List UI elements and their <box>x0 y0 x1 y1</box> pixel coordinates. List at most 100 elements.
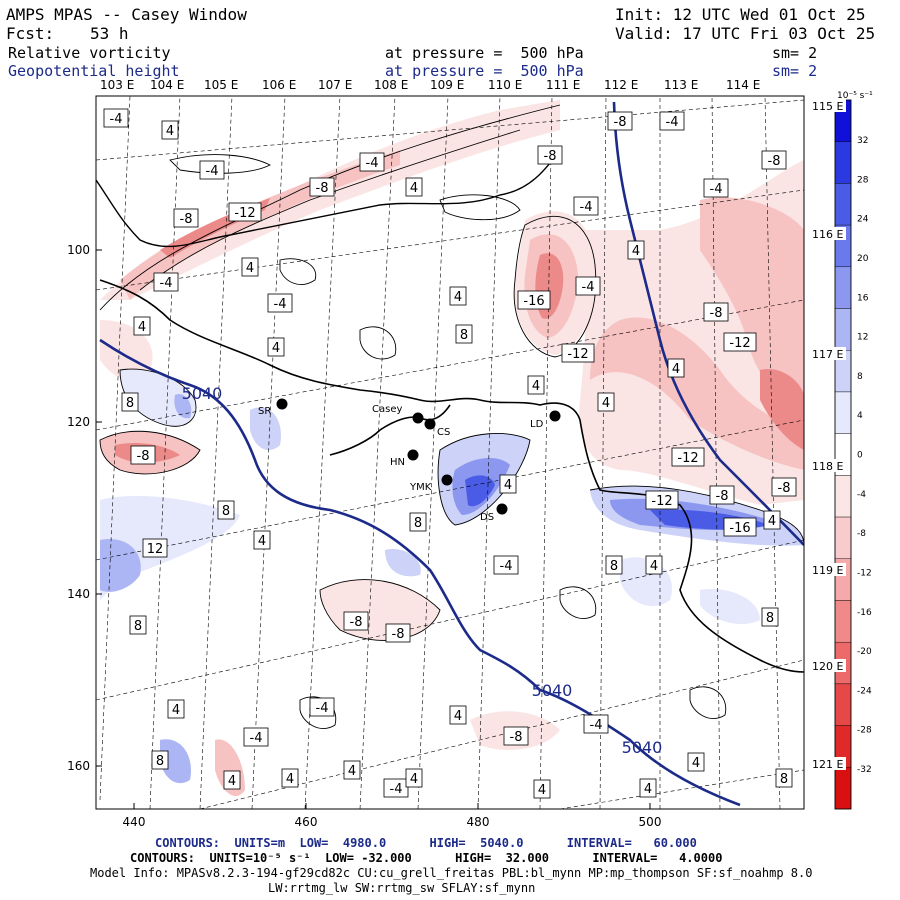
field2-smoothing: sm= 2 <box>772 62 818 80</box>
svg-text:4: 4 <box>538 783 546 798</box>
svg-text:-4: -4 <box>250 731 263 746</box>
svg-text:4: 4 <box>644 782 652 797</box>
svg-text:-4: -4 <box>500 559 513 574</box>
svg-text:8: 8 <box>126 396 134 411</box>
lon-label-right: 116 E <box>806 227 846 241</box>
svg-text:8: 8 <box>156 754 164 769</box>
svg-text:-4: -4 <box>366 156 379 171</box>
vorticity-label: 8 <box>121 392 139 412</box>
svg-text:4: 4 <box>286 772 294 787</box>
svg-text:4: 4 <box>454 709 462 724</box>
vorticity-label: 8 <box>605 555 623 575</box>
vorticity-labels: -4 4 -4 -4 -8 -8 -12 -8 -8 -4 -8 -4 -4 4 4 -4 -4 4 4 4 4 8 -16… <box>103 108 797 799</box>
vorticity-label: -8 <box>537 145 563 165</box>
map-title: AMPS MPAS -- Casey Window <box>6 5 247 24</box>
colorbar-tick-label: -20 <box>857 647 872 657</box>
x-tick-label: 480 <box>467 815 490 829</box>
vorticity-label: -4 <box>309 697 335 717</box>
lon-label-top: 107 E <box>318 78 353 92</box>
x-axis-ticks: 440 460 480 500 <box>123 803 662 829</box>
vorticity-label: 8 <box>409 512 427 532</box>
vorticity-label: -4 <box>103 108 129 128</box>
svg-text:-16: -16 <box>523 294 544 309</box>
vorticity-label: -4 <box>575 276 601 296</box>
right-longitude-labels: 115 E 116 E 117 E 118 E 119 E 120 E 121 E <box>806 99 846 771</box>
field1-level: at pressure = 500 hPa <box>385 44 584 62</box>
vorticity-label: 4 <box>449 705 467 725</box>
colorbar-swatch <box>834 141 852 184</box>
colorbar-tick-label: -16 <box>857 608 872 618</box>
station-label: CS <box>437 427 450 438</box>
y-tick-label: 100 <box>67 243 90 257</box>
colorbar-swatch <box>834 767 852 810</box>
vorticity-label: 8 <box>761 607 779 627</box>
footer-model-info: Model Info: MPASv8.2.3-194-gf29cd82c CU:… <box>90 866 813 880</box>
svg-text:-8: -8 <box>392 627 405 642</box>
x-tick-label: 440 <box>123 815 146 829</box>
svg-text:-4: -4 <box>160 276 173 291</box>
colorbar-swatch <box>834 516 852 559</box>
colorbar-tick-label: 12 <box>857 333 868 343</box>
svg-text:4: 4 <box>650 559 658 574</box>
colorbar-swatch <box>834 266 852 309</box>
height-label: 5040 <box>622 738 663 757</box>
lon-label-top: 110 E <box>488 78 523 92</box>
vorticity-label: 4 <box>627 240 645 260</box>
svg-text:115 E: 115 E <box>812 100 843 113</box>
lon-label-top: 112 E <box>604 78 639 92</box>
colorbar-tick-label: 0 <box>857 451 863 461</box>
vorticity-label: -12 <box>723 332 757 352</box>
colorbar-swatch <box>834 600 852 643</box>
svg-text:-8: -8 <box>614 115 627 130</box>
coastline-north <box>96 149 561 248</box>
y-axis-ticks: 100 120 140 160 <box>67 243 102 773</box>
vorticity-label: 4 <box>527 375 545 395</box>
vorticity-label: -4 <box>383 778 409 798</box>
svg-text:116 E: 116 E <box>812 228 843 241</box>
colorbar-swatch <box>834 683 852 726</box>
svg-text:-4: -4 <box>316 701 329 716</box>
coastline <box>99 279 804 673</box>
colorbar-tick-label: -28 <box>857 726 872 736</box>
vorticity-label: 4 <box>241 257 259 277</box>
vorticity-label: -4 <box>243 727 269 747</box>
colorbar-tick-label: -24 <box>857 686 872 696</box>
vorticity-label: -8 <box>503 726 529 746</box>
station-label: LD <box>530 419 544 430</box>
vorticity-label: -4 <box>359 152 385 172</box>
vorticity-label: -8 <box>703 302 729 322</box>
colorbar-swatch <box>834 475 852 518</box>
svg-text:4: 4 <box>672 362 680 377</box>
vorticity-label: 4 <box>597 392 615 412</box>
station-label: HN <box>390 457 405 468</box>
vorticity-label: -8 <box>173 208 199 228</box>
vorticity-label: -4 <box>153 272 179 292</box>
lon-label-top: 103 E <box>100 78 135 92</box>
svg-text:4: 4 <box>692 756 700 771</box>
lon-label-top: 108 E <box>374 78 409 92</box>
svg-text:119 E: 119 E <box>812 564 843 577</box>
lon-label-top: 111 E <box>546 78 581 92</box>
forecast-label: Fcst: <box>6 24 55 43</box>
valid-time: Valid: 17 UTC Fri 03 Oct 25 <box>615 24 876 43</box>
x-tick-label: 500 <box>639 815 662 829</box>
svg-text:-4: -4 <box>206 164 219 179</box>
vorticity-label: 8 <box>455 324 473 344</box>
vorticity-label: -4 <box>573 196 599 216</box>
vorticity-label: -8 <box>771 477 797 497</box>
colorbar-swatch <box>834 391 852 434</box>
colorbar: 10⁻⁵ s⁻¹ 32 28 24 20 16 12 8 4 0 -4 -8 -12 -16 -20 -24 -… <box>834 91 873 810</box>
y-tick-label: 120 <box>67 415 90 429</box>
init-time: Init: 12 UTC Wed 01 Oct 25 <box>615 5 866 24</box>
station-label: Casey <box>372 404 402 415</box>
footer-vort-contours: CONTOURS: UNITS=10⁻⁵ s⁻¹ LOW= -32.000 HI… <box>130 851 723 865</box>
y-tick-label: 160 <box>67 759 90 773</box>
vorticity-label: 4 <box>161 120 179 140</box>
vorticity-label: 4 <box>687 752 705 772</box>
svg-text:-8: -8 <box>710 306 723 321</box>
svg-text:4: 4 <box>272 341 280 356</box>
vorticity-label: -16 <box>517 290 551 310</box>
svg-text:117 E: 117 E <box>812 348 843 361</box>
lon-label-right: 115 E <box>806 99 846 113</box>
lon-label-right: 117 E <box>806 347 846 361</box>
